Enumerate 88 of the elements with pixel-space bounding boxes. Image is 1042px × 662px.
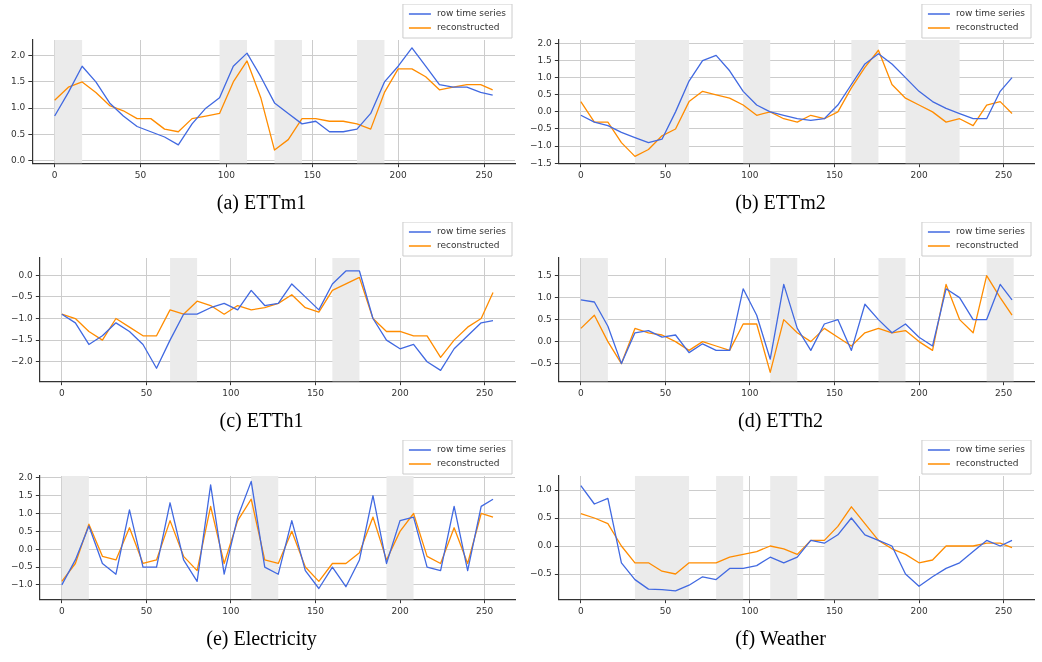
y-tick-label: −1.0 (10, 312, 34, 323)
y-tick-label: 0.5 (537, 89, 552, 100)
y-tick-label: 0.5 (537, 512, 552, 523)
x-tick-label: 50 (659, 605, 672, 616)
text: (a) ETTm1 (216, 191, 307, 215)
y-tick-label: 0.0 (18, 269, 34, 280)
x-tick-label: 50 (134, 169, 147, 180)
x-tick-label: 150 (825, 605, 844, 616)
y-tick-label: 0.5 (18, 525, 33, 536)
y-tick-label: −1.0 (10, 579, 34, 590)
x-tick-label: 0 (58, 387, 65, 398)
text: (f) Weather (735, 627, 827, 651)
x-tick-label: 100 (741, 605, 759, 616)
legend-label: reconstructed (955, 458, 1019, 469)
legend-label: row time series (955, 444, 1026, 455)
x-tick-label: 200 (910, 169, 928, 180)
y-tick-label: 1.5 (18, 489, 33, 500)
text: (d) ETTh2 (738, 409, 823, 433)
y-tick-label: 2.0 (10, 50, 26, 61)
x-tick-label: 250 (994, 169, 1013, 180)
y-tick-label: −1.5 (10, 334, 33, 345)
y-tick-label: −1.0 (529, 140, 553, 151)
y-tick-label: 1.0 (537, 484, 553, 495)
y-tick-label: 0.5 (537, 313, 552, 324)
y-tick-label: 0.0 (18, 543, 34, 554)
legend-label: reconstructed (436, 22, 500, 33)
x-tick-label: 150 (306, 387, 325, 398)
y-tick-label: −1.5 (529, 157, 552, 168)
x-tick-label: 200 (389, 169, 408, 180)
y-tick-label: −0.5 (10, 291, 33, 302)
y-tick-label: 1.5 (537, 269, 552, 280)
y-tick-label: −2.0 (10, 356, 34, 367)
x-tick-label: 100 (222, 605, 240, 616)
legend-label: row time series (436, 444, 507, 455)
legend-label: reconstructed (955, 22, 1019, 33)
text: (e) Electricity (206, 627, 317, 651)
y-tick-label: 2.0 (537, 37, 553, 48)
legend-label: reconstructed (436, 458, 500, 469)
x-tick-label: 100 (222, 387, 240, 398)
y-tick-label: −0.5 (529, 357, 552, 368)
x-tick-label: 150 (306, 605, 325, 616)
y-tick-label: 2.0 (18, 472, 34, 483)
legend-label: row time series (955, 8, 1026, 19)
x-tick-label: 0 (51, 169, 58, 180)
x-tick-label: 200 (391, 605, 409, 616)
y-tick-label: 0.0 (537, 335, 553, 346)
x-tick-label: 50 (140, 605, 153, 616)
text: (b) ETTm2 (735, 191, 826, 215)
y-tick-label: −0.5 (10, 561, 33, 572)
x-tick-label: 200 (910, 605, 928, 616)
x-tick-label: 100 (217, 169, 236, 180)
y-tick-label: 0.0 (10, 154, 26, 165)
x-tick-label: 0 (577, 169, 584, 180)
y-tick-label: 1.5 (537, 54, 552, 65)
text: (c) ETTh1 (219, 409, 304, 433)
x-tick-label: 50 (659, 387, 672, 398)
y-tick-label: 1.0 (18, 507, 34, 518)
legend-label: row time series (436, 226, 507, 237)
x-tick-label: 0 (577, 605, 584, 616)
legend-label: row time series (436, 8, 507, 19)
x-tick-label: 250 (994, 605, 1013, 616)
x-tick-label: 250 (994, 387, 1013, 398)
x-tick-label: 50 (140, 387, 153, 398)
x-tick-label: 250 (475, 169, 493, 180)
x-tick-label: 100 (741, 169, 759, 180)
x-tick-label: 150 (825, 169, 844, 180)
y-tick-label: 0.5 (10, 128, 26, 139)
x-tick-label: 200 (910, 387, 928, 398)
x-tick-label: 0 (577, 387, 584, 398)
y-tick-label: 1.0 (537, 71, 553, 82)
legend-label: row time series (955, 226, 1026, 237)
y-tick-label: 1.0 (537, 291, 553, 302)
y-tick-label: 0.0 (537, 106, 553, 117)
x-tick-label: 250 (475, 387, 494, 398)
x-tick-label: 100 (741, 387, 759, 398)
y-tick-label: 1.5 (10, 76, 26, 87)
x-tick-label: 50 (659, 169, 672, 180)
legend-label: reconstructed (436, 240, 500, 251)
x-tick-label: 150 (825, 387, 844, 398)
y-tick-label: 0.0 (537, 540, 553, 551)
legend-label: reconstructed (955, 240, 1019, 251)
y-tick-label: 1.0 (10, 102, 26, 113)
x-tick-label: 250 (475, 605, 494, 616)
y-tick-label: −0.5 (529, 568, 552, 579)
x-tick-label: 200 (391, 387, 409, 398)
x-tick-label: 0 (58, 605, 65, 616)
x-tick-label: 150 (303, 169, 322, 180)
y-tick-label: −0.5 (529, 123, 552, 134)
